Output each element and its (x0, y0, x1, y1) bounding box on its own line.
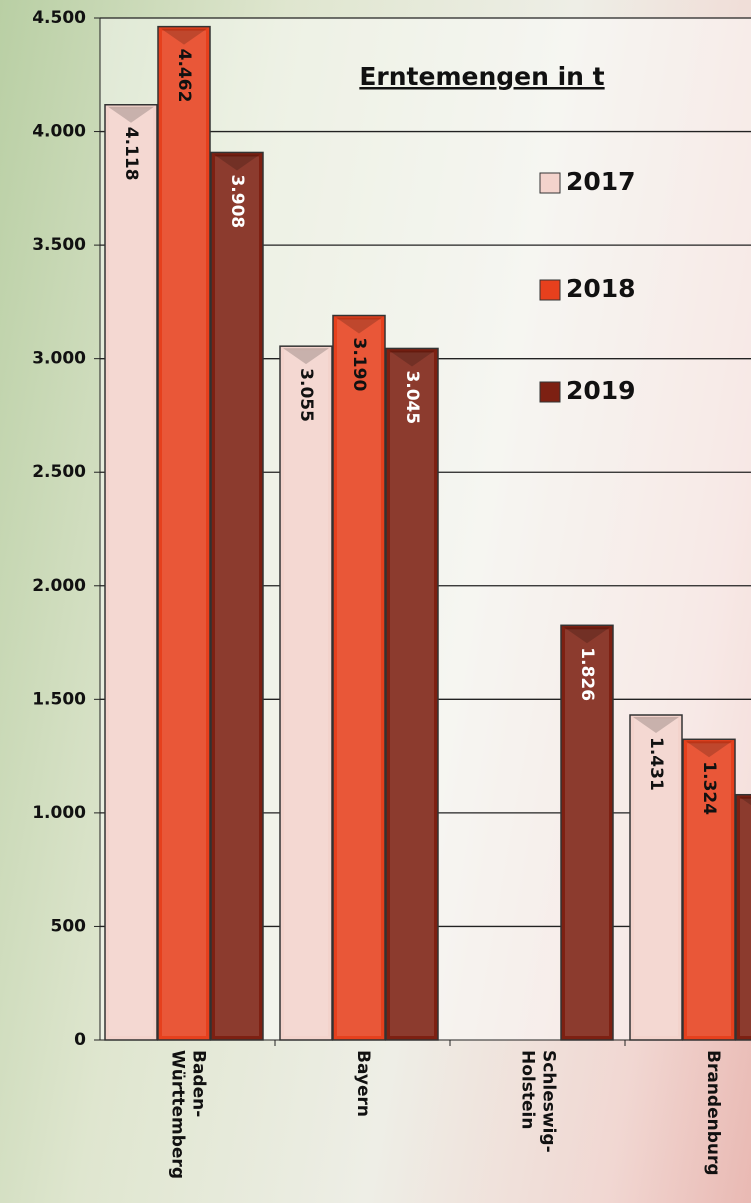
bar-highlight (740, 798, 751, 1036)
bar-highlight (687, 743, 731, 1036)
x-tick-label: Baden- Württemberg (167, 1050, 209, 1179)
bar (332, 314, 386, 1041)
y-tick-label: 2.500 (32, 462, 86, 482)
y-tick-label: 4.000 (32, 122, 86, 142)
x-tick-label: Bayern (353, 1050, 373, 1118)
bar-bevel (108, 106, 154, 123)
data-label: 3.908 (227, 174, 247, 228)
data-label: 1.826 (577, 647, 597, 701)
legend-label: 2017 (566, 167, 636, 196)
data-label: 3.055 (296, 368, 316, 422)
legend-swatch (539, 279, 561, 301)
y-tick-label: 3.500 (32, 235, 86, 255)
bar-bevel (161, 28, 207, 45)
bar-bevel (739, 796, 751, 806)
bar (279, 345, 333, 1041)
data-label: 3.045 (402, 370, 422, 424)
bar (735, 793, 751, 1041)
bar (104, 104, 158, 1041)
bar (682, 738, 736, 1041)
bar-highlight (634, 719, 678, 1036)
bar-bevel (389, 350, 435, 367)
legend-swatch (539, 381, 561, 403)
bar-bevel (564, 627, 610, 644)
chart-title: Erntemengen in t (359, 62, 604, 91)
bar-highlight (109, 108, 153, 1036)
data-label: 4.118 (121, 127, 141, 181)
bar-highlight (337, 319, 381, 1036)
bar-highlight (390, 352, 434, 1036)
legend-label: 2019 (566, 376, 636, 405)
bar-bevel (283, 348, 329, 365)
y-tick-label: 1.500 (32, 689, 86, 709)
data-label: 1.324 (699, 761, 719, 815)
bar (560, 624, 614, 1041)
data-label: 3.190 (349, 338, 369, 392)
bar (210, 151, 264, 1041)
y-tick-label: 2.000 (32, 576, 86, 596)
bar-bevel (633, 717, 679, 734)
bar-highlight (565, 629, 609, 1036)
bar (157, 25, 211, 1041)
legend-label: 2018 (566, 274, 636, 303)
y-tick-label: 4.500 (32, 8, 86, 28)
bar (385, 347, 439, 1041)
y-tick-label: 3.000 (32, 349, 86, 369)
x-tick-label: Schleswig- Holstein (517, 1050, 559, 1153)
bar (629, 714, 683, 1041)
bar-bevel (336, 317, 382, 334)
data-label: 1.431 (646, 737, 666, 791)
bar-highlight (284, 350, 328, 1037)
x-tick-label: Brandenburg (703, 1050, 723, 1176)
y-tick-label: 0 (74, 1030, 86, 1050)
y-tick-label: 500 (51, 916, 87, 936)
data-label: 4.462 (174, 49, 194, 103)
bar-bevel (214, 154, 260, 171)
bar-bevel (686, 741, 732, 758)
bar-highlight (215, 156, 259, 1037)
legend-swatch (539, 172, 561, 194)
y-tick-label: 1.000 (32, 803, 86, 823)
bar-highlight (162, 30, 206, 1036)
